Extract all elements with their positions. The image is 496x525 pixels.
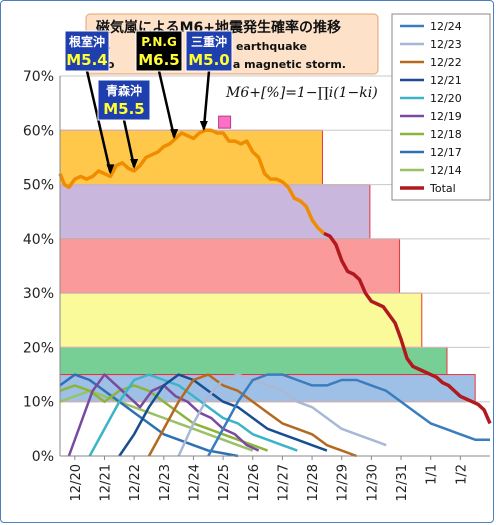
callout-arrow bbox=[85, 70, 112, 173]
y-tick-label: 20% bbox=[23, 340, 54, 356]
y-tick-label: 40% bbox=[23, 232, 54, 248]
x-tick-label: 12/28 bbox=[306, 464, 321, 501]
x-tick-label: 12/30 bbox=[365, 464, 380, 501]
callout-box bbox=[185, 30, 233, 72]
legend-label: 12/24 bbox=[430, 20, 462, 33]
series-line-12-24 bbox=[207, 373, 490, 457]
legend-label: 12/17 bbox=[430, 146, 462, 159]
quake-callout: 根室沖 M5.4 bbox=[64, 30, 115, 175]
x-tick-label: 12/31 bbox=[395, 464, 410, 501]
quake-magnitude-label: M5.5 bbox=[103, 100, 145, 118]
probability-formula: M6+[%]=1−∏i(1−ki) bbox=[225, 85, 378, 101]
quake-callout: 三重沖 M5.0 bbox=[185, 30, 233, 131]
legend-label: 12/18 bbox=[430, 128, 462, 141]
y-tick-label: 60% bbox=[23, 123, 54, 139]
callout-arrow bbox=[157, 70, 176, 138]
series-line-12-20 bbox=[88, 373, 298, 457]
y-tick-label: 30% bbox=[23, 286, 54, 302]
subtitle-line-2: earthquake bbox=[236, 40, 307, 53]
legend-label: 12/22 bbox=[430, 56, 462, 69]
callout-box bbox=[135, 30, 183, 72]
peak-marker-square bbox=[218, 115, 232, 129]
quake-region-label: 青森沖 bbox=[106, 83, 142, 98]
x-tick-label: 12/27 bbox=[276, 464, 291, 501]
quake-callout: P.N.G M6.5 bbox=[135, 30, 183, 140]
axes: 0% 10% 20% 30% 40% 50% 60% 70% 12/20 12/21 12/22 12… bbox=[23, 69, 490, 501]
subtitle-line-4: by a magnetic storm. bbox=[214, 58, 346, 71]
total-line bbox=[58, 128, 492, 425]
x-tick-label: 1/1 bbox=[425, 464, 440, 485]
x-tick-label: 12/23 bbox=[158, 464, 173, 501]
legend-label: 12/14 bbox=[430, 164, 462, 177]
series-line-12-23 bbox=[177, 373, 387, 457]
callout-arrow bbox=[202, 70, 211, 130]
probability-band bbox=[59, 238, 401, 294]
peak-marker bbox=[218, 115, 232, 129]
x-tick-label: 1/2 bbox=[454, 464, 469, 485]
y-tick-label: 0% bbox=[32, 449, 54, 465]
quake-region-label: 根室沖 bbox=[69, 34, 105, 49]
quake-region-label: P.N.G bbox=[141, 35, 177, 49]
callout-box bbox=[64, 30, 110, 72]
arrow-head bbox=[130, 159, 139, 169]
legend-label: 12/23 bbox=[430, 38, 462, 51]
quake-callout: 青森沖 M5.5 bbox=[97, 79, 151, 169]
quake-magnitude-label: M6.5 bbox=[138, 51, 180, 69]
x-tick-label: 12/20 bbox=[69, 464, 84, 501]
legend-label: 12/19 bbox=[430, 110, 462, 123]
series-line-12-18 bbox=[59, 384, 269, 452]
legend-label: Total bbox=[429, 182, 456, 195]
series-line-12-17 bbox=[59, 373, 239, 458]
x-tick-label: 12/29 bbox=[336, 464, 351, 501]
x-tick-label: 12/22 bbox=[128, 464, 143, 501]
x-tick-label: 12/21 bbox=[98, 464, 113, 501]
probability-bands bbox=[59, 129, 476, 403]
series-line-12-22 bbox=[147, 373, 357, 458]
probability-band bbox=[59, 346, 448, 376]
y-tick-label: 50% bbox=[23, 178, 54, 194]
legend: 12/24 12/23 12/22 12/21 12/20 12/19 12/18 12/17… bbox=[391, 13, 491, 201]
total-line-past bbox=[58, 128, 326, 235]
quake-magnitude-label: M5.0 bbox=[188, 51, 230, 69]
arrow-head bbox=[199, 121, 208, 131]
legend-label: 12/21 bbox=[430, 74, 462, 87]
probability-band bbox=[59, 292, 423, 348]
x-tick-label: 12/24 bbox=[187, 464, 202, 501]
total-line-forecast bbox=[323, 231, 492, 425]
daily-series-lines bbox=[59, 373, 490, 458]
callout-box bbox=[97, 79, 151, 121]
y-tick-label: 70% bbox=[23, 69, 54, 85]
arrow-head bbox=[170, 129, 179, 140]
quake-magnitude-label: M5.4 bbox=[66, 51, 108, 69]
y-tick-label: 10% bbox=[23, 395, 54, 411]
x-tick-label: 12/26 bbox=[247, 464, 262, 501]
earthquake-callouts: 根室沖 M5.4 青森沖 M5.5 P.N.G M6.5 三重沖 M5.0 bbox=[64, 30, 233, 175]
quake-region-label: 三重沖 bbox=[191, 34, 227, 49]
legend-label: 12/20 bbox=[430, 92, 462, 105]
arrow-head bbox=[106, 164, 115, 175]
x-tick-label: 12/25 bbox=[217, 464, 232, 501]
series-line-12-21 bbox=[118, 373, 328, 457]
